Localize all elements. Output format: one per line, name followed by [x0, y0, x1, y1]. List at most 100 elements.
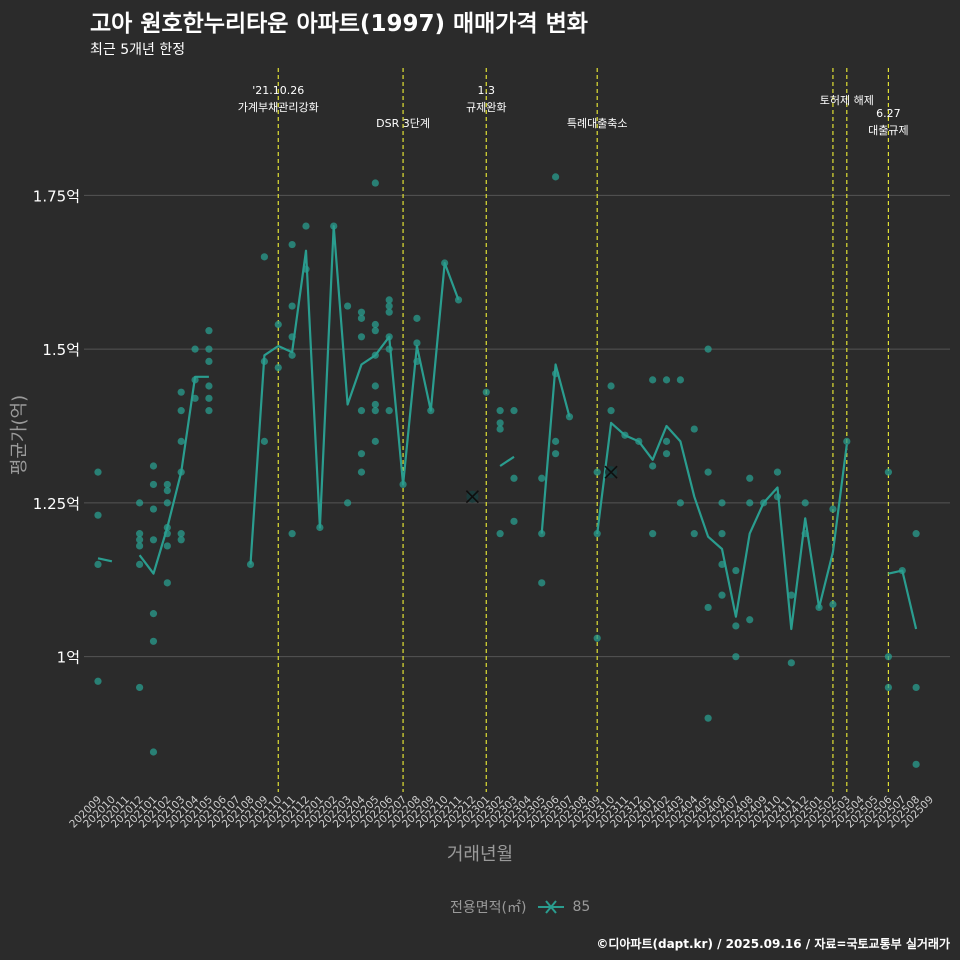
data-point [149, 480, 158, 489]
event-label: 토허제 해제 [820, 93, 874, 107]
data-point [205, 345, 213, 353]
series-line [499, 455, 515, 467]
data-point [593, 530, 601, 538]
data-point [371, 179, 379, 187]
data-point [649, 462, 657, 470]
legend-entry: 85 [572, 899, 591, 915]
data-point [371, 320, 379, 329]
data-point [136, 536, 144, 544]
data-point [288, 351, 296, 359]
legend: 전용면적(㎡) 85 [450, 897, 590, 917]
data-point [288, 530, 296, 538]
data-point [482, 388, 490, 396]
series-line [97, 557, 113, 563]
data-point [884, 683, 893, 692]
data-point [288, 302, 296, 310]
data-point [149, 505, 158, 513]
data-point [552, 450, 560, 458]
data-point [732, 566, 740, 575]
data-point [136, 683, 144, 692]
data-point [829, 505, 837, 513]
data-point [538, 530, 546, 538]
event-label: 대출규제 [868, 124, 908, 137]
data-point [177, 437, 185, 445]
data-point [704, 468, 712, 476]
data-point [274, 363, 282, 372]
data-point [538, 474, 546, 482]
y-tick-label: 1.5억 [42, 341, 80, 359]
data-point [344, 302, 352, 310]
data-point [787, 659, 795, 667]
data-point [371, 407, 379, 415]
data-point [746, 474, 754, 482]
data-point [371, 327, 379, 335]
data-point [718, 499, 726, 507]
data-point [662, 450, 671, 458]
data-point [163, 579, 171, 587]
y-tick-label: 1.25억 [33, 495, 80, 513]
data-point [649, 376, 657, 384]
x-axis-label: 거래년월 [446, 844, 514, 865]
data-point [357, 308, 366, 316]
data-point [344, 499, 352, 507]
data-point [205, 382, 213, 390]
data-point [205, 357, 213, 366]
data-point [94, 677, 102, 685]
series-line [540, 363, 571, 534]
data-point [704, 714, 712, 722]
data-point [136, 542, 144, 550]
data-point [593, 468, 601, 476]
data-point [260, 437, 268, 445]
event-label: '21.10.26 [252, 84, 304, 97]
data-point [371, 382, 379, 390]
data-point [149, 610, 158, 618]
data-point [552, 173, 560, 181]
data-point [136, 530, 144, 538]
data-point [385, 296, 393, 304]
event-label: 1.3 [478, 84, 496, 97]
data-point [357, 333, 366, 341]
data-point [912, 760, 920, 768]
data-point [94, 468, 102, 476]
data-point [496, 407, 504, 415]
series-line [888, 569, 918, 630]
data-point [718, 591, 726, 599]
legend-title: 전용면적(㎡) [450, 900, 527, 916]
data-point [177, 530, 185, 538]
data-point [149, 462, 158, 470]
data-point [94, 511, 102, 519]
data-point [149, 637, 158, 645]
data-point [205, 394, 213, 402]
data-point [94, 560, 102, 569]
series-line [138, 375, 209, 575]
event-label: 규제완화 [466, 101, 506, 114]
data-point [538, 579, 546, 587]
data-point [510, 474, 518, 482]
data-point [357, 314, 366, 322]
data-point [177, 536, 185, 544]
data-point [732, 653, 740, 661]
data-point [288, 240, 296, 249]
data-point [177, 407, 185, 415]
data-point [357, 468, 366, 476]
data-point [413, 314, 421, 322]
data-point [510, 517, 518, 525]
data-point [371, 437, 379, 445]
data-point [746, 616, 754, 624]
event-label: 6.27 [876, 107, 901, 120]
legend-swatch-icon [536, 898, 566, 916]
data-point [163, 486, 171, 495]
data-point [704, 345, 712, 353]
data-point [371, 400, 379, 409]
data-point [801, 499, 809, 507]
source-caption: ©디아파트(dapt.kr) / 2025.09.16 / 자료=국토교통부 실… [596, 937, 950, 951]
data-point [607, 382, 615, 390]
y-tick-label: 1억 [57, 649, 80, 667]
data-point [662, 437, 671, 445]
data-point [593, 634, 601, 642]
data-point [912, 530, 920, 538]
data-point [843, 437, 851, 445]
event-label: DSR 3단계 [376, 117, 430, 130]
data-point [510, 407, 518, 415]
